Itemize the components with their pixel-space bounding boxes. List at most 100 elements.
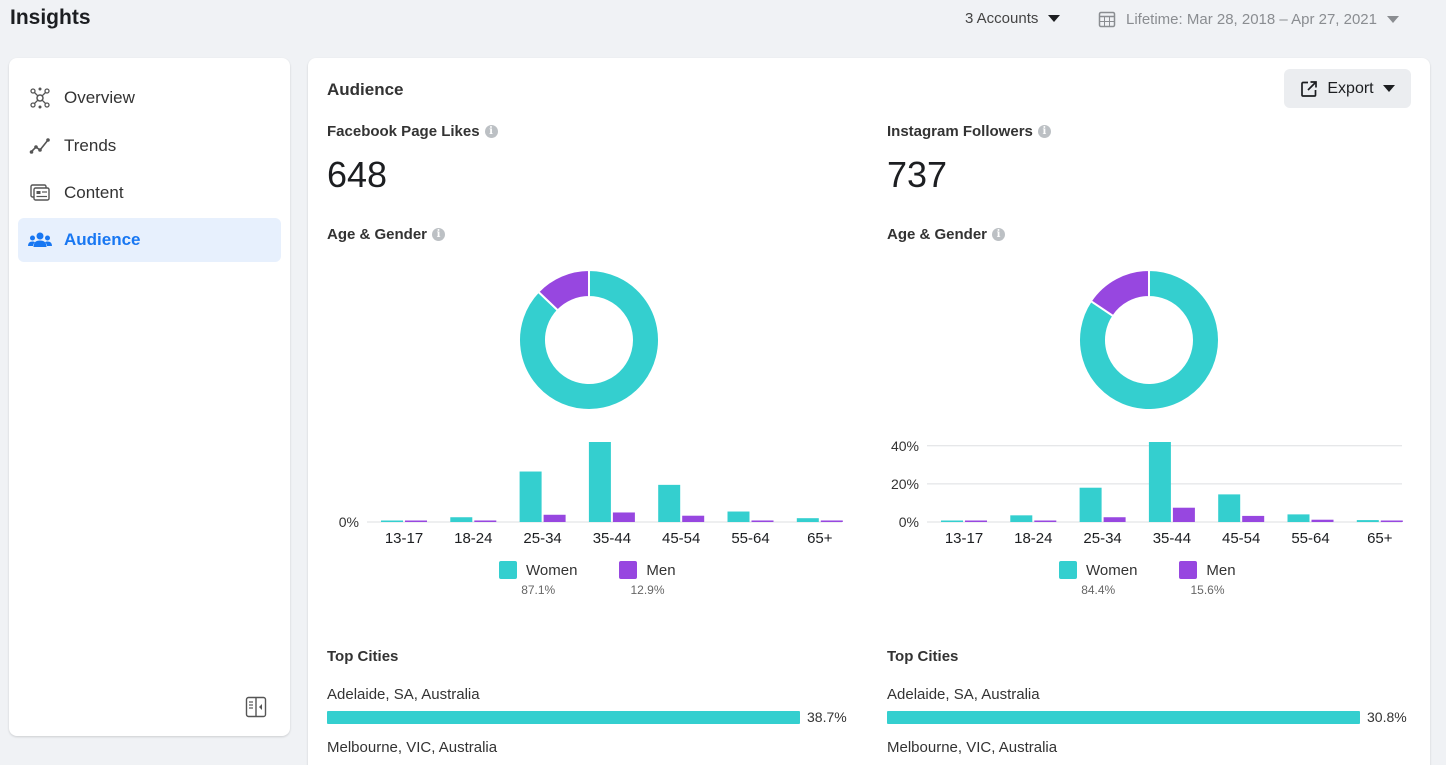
- instagram-followers-value: 737: [887, 154, 948, 195]
- sidebar-item-label: Overview: [64, 88, 135, 107]
- x-tick-label: 18-24: [1014, 530, 1052, 547]
- x-tick-label: 35-44: [1153, 530, 1191, 547]
- info-icon[interactable]: i: [1037, 125, 1051, 138]
- bar-men-18-24[interactable]: [1034, 520, 1057, 523]
- age-gender-label-text: Age & Gender: [887, 226, 988, 243]
- x-tick-label: 35-44: [593, 530, 631, 547]
- section-title: Audience: [327, 80, 404, 99]
- bar-men-18-24[interactable]: [474, 520, 497, 522]
- x-tick-label: 25-34: [1083, 530, 1121, 547]
- sidebar-item-content[interactable]: Content: [18, 171, 281, 215]
- bar-women-13-17[interactable]: [941, 520, 963, 523]
- bar-women-18-24[interactable]: [1010, 515, 1033, 522]
- donut-slice-men[interactable]: [1089, 268, 1150, 318]
- trends-icon: [28, 134, 52, 158]
- bar-women-55-64[interactable]: [1287, 514, 1310, 522]
- age-gender-label: Age & Gender i: [327, 226, 446, 243]
- sidebar-item-overview[interactable]: Overview: [18, 76, 281, 120]
- top-cities-title: Top Cities: [327, 648, 399, 665]
- bar-men-45-54[interactable]: [1242, 515, 1265, 522]
- metric-label-text: Instagram Followers: [887, 123, 1033, 140]
- legend-women[interactable]: Women 87.1%: [499, 561, 577, 597]
- x-tick-label: 55-64: [1291, 530, 1329, 547]
- city-bar: [327, 711, 800, 724]
- audience-icon: [28, 228, 52, 252]
- sidebar-item-audience[interactable]: Audience: [18, 218, 281, 262]
- accounts-dropdown[interactable]: 3 Accounts: [965, 10, 1061, 27]
- bar-women-35-44[interactable]: [1148, 442, 1171, 522]
- bar-women-45-54[interactable]: [1218, 494, 1241, 522]
- bar-men-35-44[interactable]: [612, 512, 635, 522]
- city-bar: [887, 711, 1360, 724]
- facebook-column: Facebook Page Likes i 648 Age & Gender i…: [327, 58, 857, 765]
- bar-men-65+[interactable]: [1380, 520, 1403, 523]
- donut-slice-women[interactable]: [1078, 268, 1220, 411]
- top-cities-title: Top Cities: [887, 648, 959, 665]
- legend-label: Men: [646, 561, 676, 579]
- bar-women-18-24[interactable]: [450, 517, 473, 522]
- bar-women-45-54[interactable]: [658, 484, 681, 522]
- bar-women-55-64[interactable]: [727, 511, 750, 522]
- content-icon: [28, 181, 52, 205]
- date-range-label: Lifetime: Mar 28, 2018 – Apr 27, 2021: [1126, 10, 1377, 28]
- y-tick-label: 20%: [891, 476, 919, 492]
- chevron-down-icon: [1387, 15, 1399, 23]
- x-tick-label: 18-24: [454, 530, 492, 547]
- legend-men[interactable]: Men 15.6%: [1179, 561, 1236, 597]
- accounts-label: 3 Accounts: [965, 10, 1039, 27]
- bar-men-45-54[interactable]: [682, 515, 705, 522]
- metric-label: Instagram Followers i: [887, 123, 1051, 140]
- date-range-dropdown[interactable]: Lifetime: Mar 28, 2018 – Apr 27, 2021: [1098, 10, 1399, 28]
- x-tick-label: 13-17: [385, 530, 423, 547]
- bar-men-65+[interactable]: [820, 520, 843, 522]
- legend-women[interactable]: Women 84.4%: [1059, 561, 1137, 597]
- donut-slice-men[interactable]: [536, 268, 590, 312]
- y-tick-label: 0%: [339, 514, 359, 530]
- x-tick-label: 45-54: [662, 530, 700, 547]
- city-name: Adelaide, SA, Australia: [887, 686, 1040, 703]
- overview-icon: [28, 86, 52, 110]
- bar-men-55-64[interactable]: [751, 520, 774, 522]
- bar-women-25-34[interactable]: [1079, 487, 1102, 522]
- bar-women-13-17[interactable]: [381, 520, 403, 523]
- bar-men-13-17[interactable]: [405, 520, 427, 523]
- export-button[interactable]: Export: [1284, 69, 1411, 108]
- info-icon[interactable]: i: [432, 228, 446, 241]
- age-gender-label-text: Age & Gender: [327, 226, 428, 243]
- donut-slice-women[interactable]: [518, 268, 660, 411]
- sidebar-item-label: Content: [64, 183, 124, 202]
- bar-men-25-34[interactable]: [1103, 517, 1126, 522]
- legend-men[interactable]: Men 12.9%: [619, 561, 676, 597]
- bar-men-35-44[interactable]: [1172, 507, 1195, 522]
- sidebar-item-trends[interactable]: Trends: [18, 124, 281, 168]
- collapse-sidebar-icon[interactable]: [245, 696, 267, 718]
- bar-women-65+[interactable]: [796, 518, 819, 522]
- x-tick-label: 65+: [807, 530, 833, 547]
- bar-women-35-44[interactable]: [588, 442, 611, 522]
- bar-women-25-34[interactable]: [519, 471, 542, 522]
- legend-label: Men: [1206, 561, 1236, 579]
- bar-men-13-17[interactable]: [965, 520, 987, 523]
- y-tick-label: 40%: [891, 438, 919, 454]
- men-swatch: [619, 561, 638, 579]
- age-gender-bar-chart: 0% 20% 40% 13-17 18-24 25-34 35-44 45-54 55-64 65…: [891, 438, 1403, 547]
- legend-pct: 84.4%: [1081, 583, 1116, 597]
- city-pct: 38.7%: [807, 709, 847, 725]
- external-link-icon: [1301, 80, 1318, 97]
- info-icon[interactable]: i: [992, 228, 1006, 241]
- x-tick-label: 65+: [1367, 530, 1393, 547]
- chart-legend: Women 87.1% Men 12.9%: [499, 561, 676, 597]
- bar-men-55-64[interactable]: [1311, 519, 1334, 522]
- gender-donut-chart: [1078, 268, 1220, 411]
- info-icon[interactable]: i: [484, 125, 498, 138]
- bar-women-65+[interactable]: [1356, 520, 1379, 522]
- legend-pct: 12.9%: [630, 583, 665, 597]
- bar-men-25-34[interactable]: [543, 514, 566, 522]
- audience-panel: Audience Export Facebook Page Likes i 64…: [308, 58, 1430, 765]
- chart-legend: Women 84.4% Men 15.6%: [1059, 561, 1236, 597]
- x-tick-label: 55-64: [731, 530, 769, 547]
- y-tick-label: 0%: [899, 514, 919, 530]
- sidebar-item-label: Audience: [64, 230, 141, 249]
- facebook-page-likes-value: 648: [327, 154, 388, 195]
- x-tick-label: 45-54: [1222, 530, 1260, 547]
